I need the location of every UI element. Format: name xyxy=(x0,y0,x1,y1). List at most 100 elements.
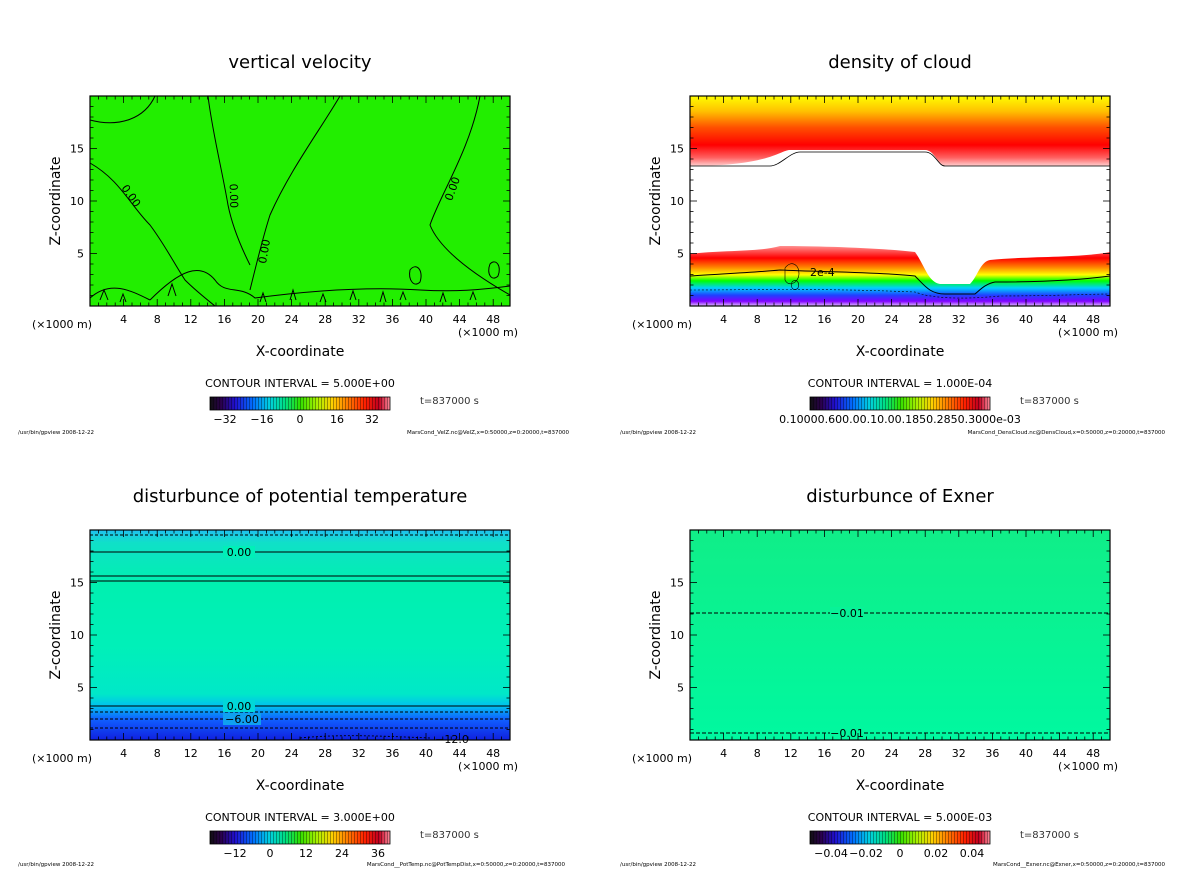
x-tick-label: 20 xyxy=(251,313,265,326)
y-axis-label: Z-coordinate xyxy=(648,156,664,245)
footer-right: MarsCond_DensCloud.nc@DensCloud,x=0:5000… xyxy=(968,430,1166,436)
footer-right: MarsCond_VelZ.nc@VelZ,x=0:50000,z=0:2000… xyxy=(407,430,570,436)
y-tick-label: 5 xyxy=(677,682,684,695)
label-bg xyxy=(830,607,864,619)
time-label: t=837000 s xyxy=(420,396,479,407)
colorbar-stripes xyxy=(810,397,990,410)
x-tick-label: 12 xyxy=(784,747,798,760)
x-tick-label: 4 xyxy=(120,747,127,760)
x-tick-label: 44 xyxy=(1053,313,1067,326)
field-fill xyxy=(90,530,510,740)
x-tick-label: 4 xyxy=(120,313,127,326)
time-label: t=837000 s xyxy=(420,830,479,841)
x-tick-label: 36 xyxy=(385,747,399,760)
x-unit-left: (×1000 m) xyxy=(32,752,92,765)
colorbar-tick: 36 xyxy=(371,847,385,860)
footer-right: MarsCond__Exner.nc@Exner,x=0:50000,z=0:2… xyxy=(993,862,1165,868)
y-tick-label: 5 xyxy=(77,248,84,261)
x-tick-label: 16 xyxy=(217,747,231,760)
upper-layer-base xyxy=(690,151,1110,167)
colorbar-stripes xyxy=(210,397,390,410)
blotch xyxy=(784,263,800,290)
colorbar-tick: −16 xyxy=(250,413,273,426)
x-tick-label: 16 xyxy=(217,313,231,326)
contour-interval: CONTOUR INTERVAL = 5.000E-03 xyxy=(808,811,992,824)
colorbar-tick: 0 xyxy=(267,847,274,860)
contour-label: 0.00 xyxy=(227,183,241,208)
x-tick-label: 12 xyxy=(784,313,798,326)
x-tick-label: 44 xyxy=(453,313,467,326)
x-tick-label: 24 xyxy=(285,747,299,760)
colorbar-tick: 0 xyxy=(297,413,304,426)
lower-cloud-layer xyxy=(690,246,1110,306)
x-tick-label: 48 xyxy=(486,747,500,760)
x-unit-right: (×1000 m) xyxy=(1058,760,1118,773)
x-tick-label: 8 xyxy=(154,747,161,760)
colorbar-tick: −32 xyxy=(213,413,236,426)
time-label: t=837000 s xyxy=(1020,396,1079,407)
x-tick-label: 36 xyxy=(385,313,399,326)
footer-left: /usr/bin/gpview 2008-12-22 xyxy=(620,862,696,868)
x-tick-label: 40 xyxy=(419,313,433,326)
y-tick-label: 15 xyxy=(70,143,84,156)
x-tick-label: 44 xyxy=(1053,747,1067,760)
x-axis-label: X-coordinate xyxy=(856,344,945,360)
y-tick-label: 10 xyxy=(670,195,684,208)
panel-title: density of cloud xyxy=(828,52,972,73)
time-label: t=837000 s xyxy=(1020,830,1079,841)
x-tick-label: 12 xyxy=(184,313,198,326)
y-tick-label: 10 xyxy=(70,195,84,208)
contour-label: 0.00 xyxy=(227,546,252,559)
x-tick-label: 24 xyxy=(885,747,899,760)
label-bg xyxy=(223,713,261,725)
colorbar-stripes xyxy=(810,831,990,844)
contour-label: −0.01 xyxy=(830,727,864,740)
x-unit-left: (×1000 m) xyxy=(32,318,92,331)
colorbar-tick-labels: 0.10000.600.00.10.00.1850.2850.3000e-03 xyxy=(779,413,1021,426)
lower-layer-contour xyxy=(689,269,1111,295)
footer-left: /usr/bin/gpview 2008-12-22 xyxy=(18,430,94,436)
x-tick-label: 20 xyxy=(851,747,865,760)
contour-interval: CONTOUR INTERVAL = 5.000E+00 xyxy=(205,377,395,390)
footer-right: MarsCond__PotTemp.nc@PotTempDist,x=0:500… xyxy=(367,862,566,868)
contour-label: −0.01 xyxy=(830,607,864,620)
y-tick-label: 10 xyxy=(70,629,84,642)
x-tick-label: 28 xyxy=(318,313,332,326)
contours xyxy=(90,534,510,739)
field-fill xyxy=(690,530,1110,740)
panel-exner: disturbunce of Exner −0.01 −0.01 4 8 12 16 2… xyxy=(620,486,1165,868)
x-tick-label: 36 xyxy=(985,747,999,760)
contour-label: 0.00 xyxy=(227,700,252,713)
x-tick-label: 48 xyxy=(1086,747,1100,760)
contours xyxy=(89,95,511,307)
x-tick-label: 40 xyxy=(419,747,433,760)
x-axis-label: X-coordinate xyxy=(256,778,345,794)
x-unit-left: (×1000 m) xyxy=(632,752,692,765)
x-tick-label: 48 xyxy=(1086,313,1100,326)
x-axis-label: X-coordinate xyxy=(856,778,945,794)
lower-layer-contour-2 xyxy=(689,289,1111,299)
upper-cloud-layer xyxy=(690,96,1110,166)
y-tick-label: 15 xyxy=(70,577,84,590)
x-tick-label: 32 xyxy=(952,313,966,326)
colorbar-tick: 32 xyxy=(365,413,379,426)
y-axis-label: Z-coordinate xyxy=(48,590,64,679)
colorbar-tick: −0.02 xyxy=(849,847,883,860)
y-tick-label: 5 xyxy=(677,248,684,261)
footer-left: /usr/bin/gpview 2008-12-22 xyxy=(620,430,696,436)
x-tick-label: 32 xyxy=(352,747,366,760)
colorbar-tick: −12 xyxy=(223,847,246,860)
y-tick-label: 15 xyxy=(670,577,684,590)
colorbar-tick: −0.04 xyxy=(814,847,848,860)
x-tick-label: 24 xyxy=(885,313,899,326)
y-axis-label: Z-coordinate xyxy=(648,590,664,679)
colorbar-tick: 0 xyxy=(897,847,904,860)
x-tick-label: 16 xyxy=(817,313,831,326)
y-axis-label: Z-coordinate xyxy=(48,156,64,245)
x-tick-label: 4 xyxy=(720,313,727,326)
